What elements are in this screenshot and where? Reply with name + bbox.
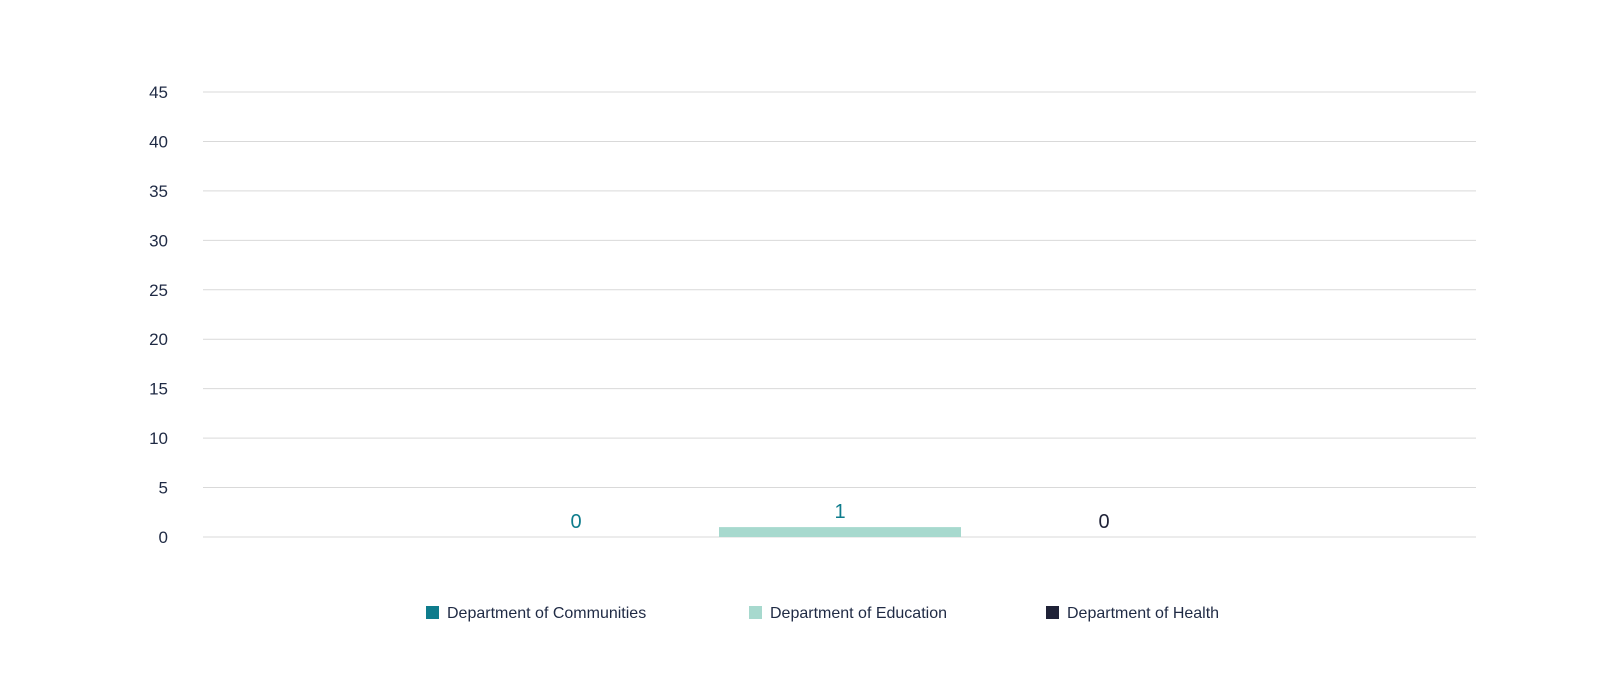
y-tick-label: 35 [149, 182, 168, 201]
gridlines [203, 91, 1476, 538]
data-label: 1 [834, 501, 845, 523]
data-label: 0 [1098, 511, 1109, 533]
legend-swatch [749, 606, 762, 619]
legend-label: Department of Education [770, 605, 947, 622]
legend: Department of Communities Department of E… [426, 605, 1219, 622]
y-tick-label: 45 [149, 83, 168, 102]
y-tick-label: 30 [149, 231, 168, 250]
y-tick-label: 20 [149, 330, 168, 349]
data-label: 0 [570, 511, 581, 533]
y-axis-ticks: 0 5 10 15 20 25 30 35 40 45 [149, 83, 168, 547]
y-tick-label: 40 [149, 132, 168, 151]
y-tick-label: 5 [159, 479, 168, 498]
bars [719, 527, 961, 537]
data-labels: 0 1 0 [570, 501, 1109, 533]
legend-label: Department of Health [1067, 605, 1219, 622]
y-tick-label: 25 [149, 281, 168, 300]
y-tick-label: 10 [149, 429, 168, 448]
y-tick-label: 0 [159, 528, 168, 547]
bar-department-of-education [719, 527, 961, 537]
legend-swatch [1046, 606, 1059, 619]
legend-swatch [426, 606, 439, 619]
legend-label: Department of Communities [447, 605, 646, 622]
y-tick-label: 15 [149, 380, 168, 399]
